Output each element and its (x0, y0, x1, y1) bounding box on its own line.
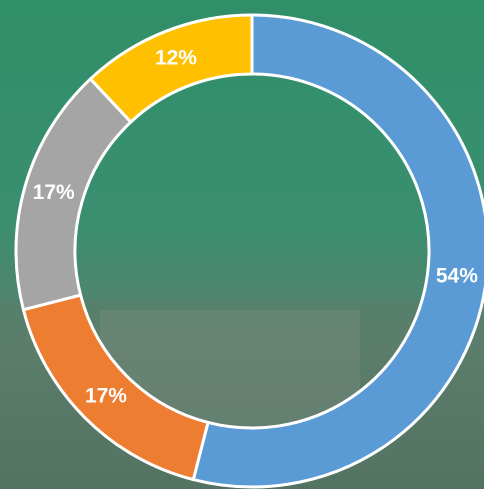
donut-segment (191, 13, 484, 489)
data-label: 17% (33, 181, 75, 204)
data-label: 12% (155, 47, 197, 70)
data-label: 54% (436, 264, 478, 287)
data-label: 17% (85, 385, 127, 408)
donut-segment (88, 13, 254, 125)
